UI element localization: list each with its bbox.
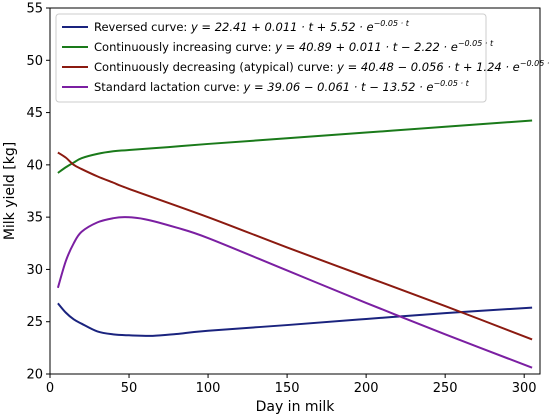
- series-layer: [56, 119, 533, 369]
- legend-entry-4: Standard lactation curve: y = 39.06 − 0.…: [94, 79, 470, 94]
- legend-entry-3: Continuously decreasing (atypical) curve…: [94, 59, 550, 74]
- y-tick-label: 35: [26, 211, 43, 226]
- y-tick-label: 45: [26, 106, 43, 121]
- legend-prefix: Reversed curve:: [94, 20, 191, 34]
- legend-equation: y = 39.06 − 0.061 · t − 13.52 · e: [243, 80, 434, 94]
- legend-exponent: −0.05 · t: [520, 59, 550, 68]
- legend-box: [55, 13, 487, 103]
- legend-exponent: −0.05 · t: [433, 79, 469, 88]
- legend-equation: y = 22.41 + 0.011 · t + 5.52 · e: [190, 20, 374, 34]
- y-tick-label: 55: [26, 2, 43, 17]
- y-tick-label: 50: [26, 54, 43, 69]
- legend-entry-1: Reversed curve: y = 22.41 + 0.011 · t + …: [94, 19, 410, 34]
- series-line-3: [57, 151, 533, 341]
- legend-prefix: Continuously decreasing (atypical) curve…: [94, 60, 337, 74]
- x-tick-label: 0: [46, 381, 54, 396]
- x-tick-label: 250: [433, 381, 458, 396]
- y-axis-label: Milk yield [kg]: [2, 142, 18, 240]
- legend-exponent: −0.05 · t: [374, 19, 410, 28]
- legend-prefix: Continuously increasing curve:: [94, 40, 275, 54]
- legend-equation: y = 40.89 + 0.011 · t − 2.22 · e: [274, 40, 458, 54]
- x-tick-label: 200: [354, 381, 379, 396]
- y-tick-label: 40: [26, 158, 43, 173]
- x-axis-label: Day in milk: [256, 399, 336, 415]
- y-tick-label: 30: [26, 263, 43, 278]
- x-tick-label: 100: [196, 381, 221, 396]
- legend-entry-2: Continuously increasing curve: y = 40.89…: [94, 39, 494, 54]
- legend-equation: y = 40.48 − 0.056 · t + 1.24 · e: [336, 60, 520, 74]
- x-tick-label: 50: [121, 381, 138, 396]
- legend-exponent: −0.05 · t: [458, 39, 494, 48]
- y-tick-label: 25: [26, 315, 43, 330]
- legend: Reversed curve: y = 22.41 + 0.011 · t + …: [55, 13, 550, 103]
- axes-layer: 0 50 100 150 200 250 300 20 25 30 35 40 45 50 55: [26, 2, 536, 397]
- series-line-4: [56, 216, 533, 369]
- y-tick-label: 20: [26, 368, 43, 383]
- legend-prefix: Standard lactation curve:: [94, 80, 244, 94]
- series-line-1: [57, 302, 533, 337]
- x-tick-label: 150: [275, 381, 300, 396]
- x-tick-label: 300: [512, 381, 537, 396]
- series-line-2: [57, 119, 533, 174]
